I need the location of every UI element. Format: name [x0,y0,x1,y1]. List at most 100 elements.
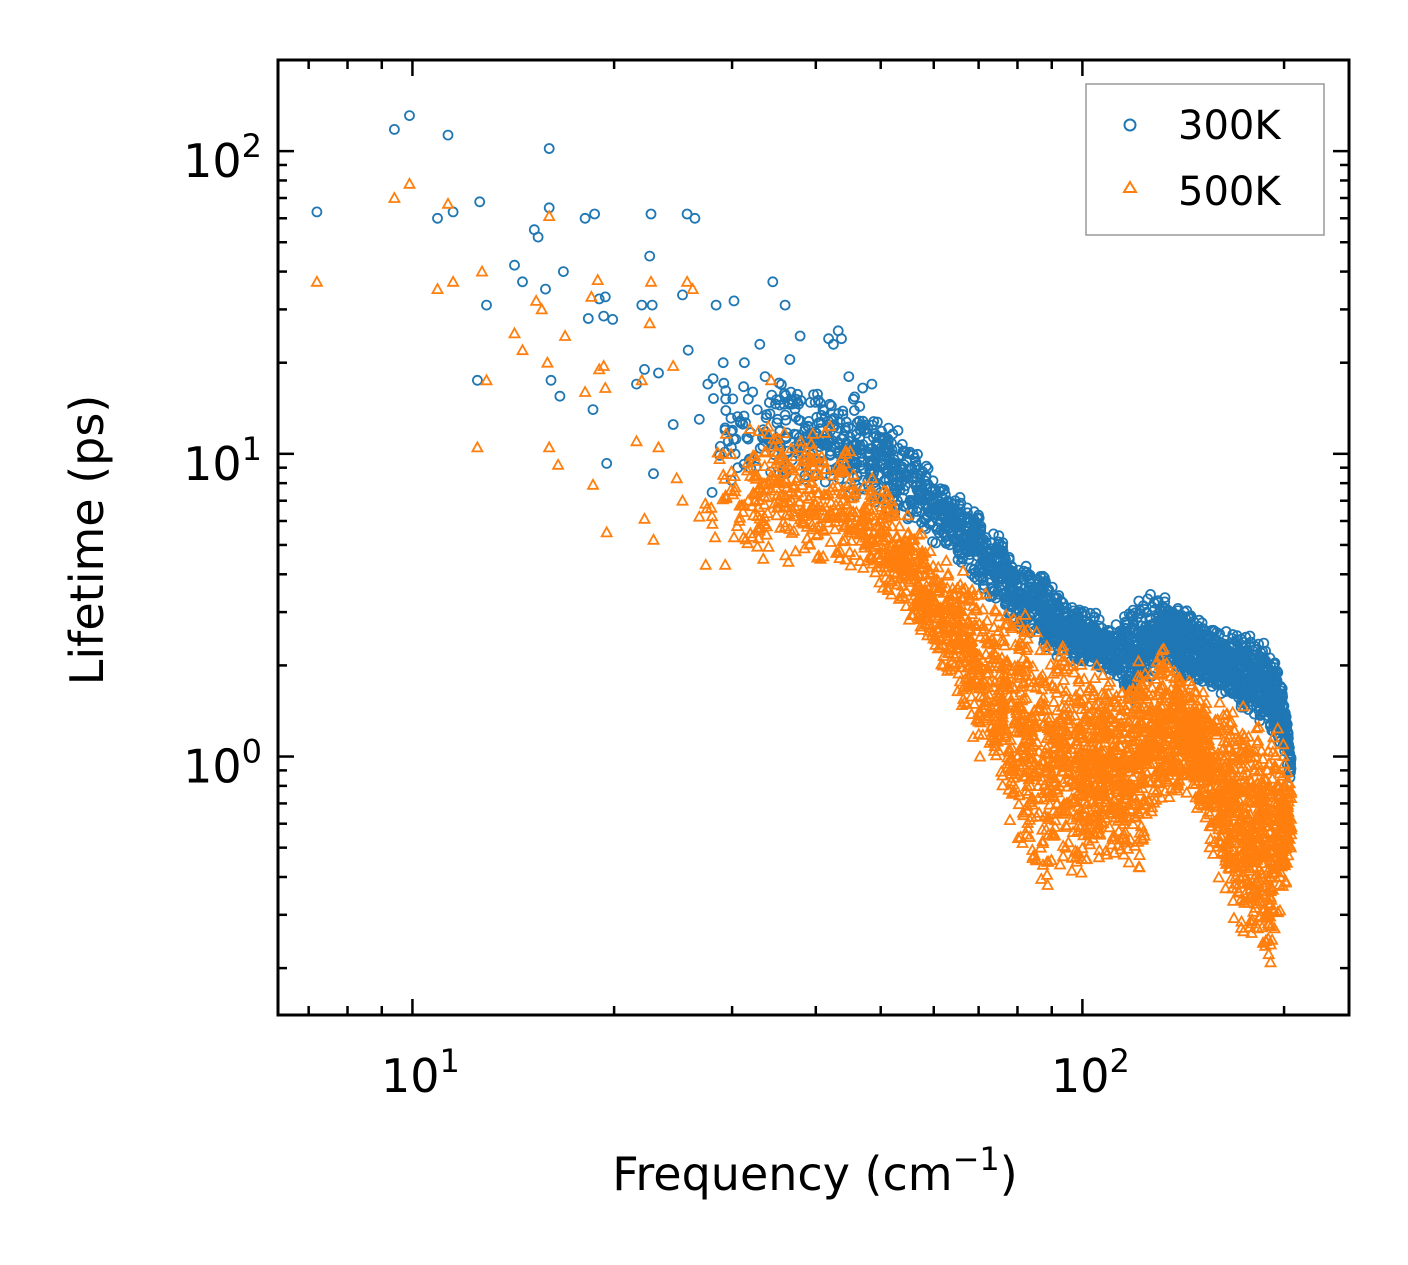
scatter-point [545,374,557,386]
scatter-point [1276,749,1290,761]
scatter-point [770,508,784,521]
scatter-point [832,465,846,478]
scatter-point [1172,605,1184,616]
scatter-point [447,206,459,218]
scatter-point [717,357,729,369]
scatter-point [1187,664,1198,676]
scatter-point [1235,633,1247,645]
scatter-point [853,554,867,566]
scatter-point [857,439,869,451]
scatter-point [736,505,750,517]
scatter-point [479,373,494,386]
scatter-point [764,373,778,386]
scatter-point [718,557,732,570]
scatter-point [1050,703,1064,716]
scatter-point [1103,675,1117,687]
scatter-point [1284,759,1296,771]
scatter-point [1031,779,1045,791]
scatter-point [1032,574,1044,585]
scatter-point [952,666,966,679]
scatter-point [551,457,565,470]
scatter-point [1003,813,1017,825]
scatter-point [1005,578,1017,589]
scatter-point [586,477,600,490]
scatter-point [944,525,955,537]
scatter-point [834,417,846,428]
scatter-point [629,434,644,447]
scatter-point [977,572,989,584]
scatter-point [310,274,324,287]
scatter-point [823,419,837,432]
scatter-point [637,511,652,524]
scatter-point [971,534,983,546]
scatter-point [645,208,657,220]
scatter-point [1094,633,1106,645]
scatter-point [742,433,754,445]
scatter-point [1178,606,1190,618]
scatter-point [885,461,897,472]
scatter-point [1265,666,1277,678]
scatter-point [844,558,858,571]
scatter-point [1240,690,1252,702]
scatter-point [988,585,999,597]
scatter-point [1111,630,1123,642]
scatter-point [1144,652,1155,664]
scatter-point [1134,608,1145,619]
scatter-point [818,462,832,475]
scatter-point [857,479,871,492]
scatter-point [507,326,522,339]
scatter-point [896,438,908,450]
scatter-point [1118,675,1129,686]
scatter-point [1125,653,1137,664]
scatter-point [812,388,823,400]
scatter-point [742,393,754,405]
scatter-point [1012,797,1026,810]
scatter-point [778,548,792,561]
scatter-point [812,468,826,481]
scatter-point [710,299,722,311]
scatter-point [720,405,732,416]
scatter-point [535,302,549,315]
scatter-point [1068,617,1079,629]
scatter-point [1272,667,1284,678]
scatter-point [900,508,915,521]
scatter-point [1174,615,1185,627]
scatter-point [1163,635,1175,646]
scatter-point [1074,865,1088,878]
scatter-point [826,400,837,412]
scatter-point [830,479,845,492]
scatter-point [1020,560,1032,572]
scatter-point [1260,693,1272,705]
scatter-point [402,176,417,189]
scatter-point [707,373,719,385]
scatter-point [911,506,923,517]
scatter-point [982,553,993,565]
scatter-point [646,532,661,545]
scatter-point [970,523,982,534]
scatter-point [781,554,795,567]
scatter-point [471,374,483,386]
scatter-point [913,487,925,498]
scatter-point [677,289,688,301]
scatter-point [1250,721,1264,734]
scatter-point [1050,636,1062,647]
scatter-point [842,421,854,433]
scatter-point [584,290,598,302]
scatter-point [635,373,649,386]
scatter-point [888,480,900,492]
scatter-point [794,434,808,447]
scatter-point [1118,640,1130,652]
scatter-point [1200,632,1212,644]
scatter-point [708,530,722,543]
scatter-point [964,689,978,702]
scatter-point [993,536,1005,548]
scatter-point [579,212,591,224]
scatter-point [1111,664,1122,676]
scatter-point [681,208,693,220]
scatter-point [886,444,898,456]
scatter-point [1186,644,1197,655]
scatter-point [1130,640,1142,652]
scatter-point [996,561,1007,572]
scatter-point [699,557,713,570]
scatter-point [1147,631,1159,643]
